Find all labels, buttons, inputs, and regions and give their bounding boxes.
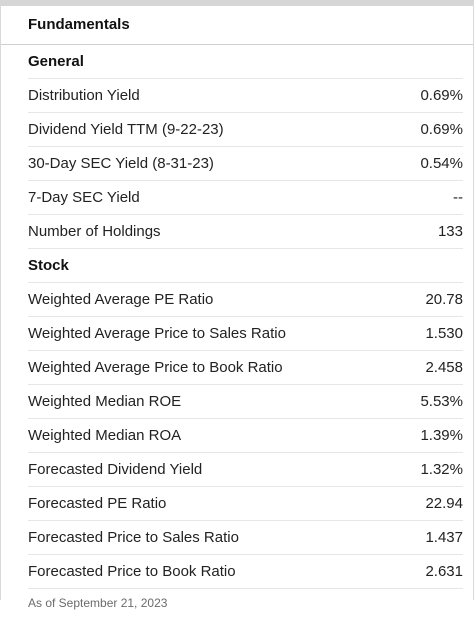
row-label: Dividend Yield TTM (9-22-23) [28,121,224,138]
row-label: Forecasted PE Ratio [28,495,167,512]
row-dividend-yield-ttm: Dividend Yield TTM (9-22-23) 0.69% [28,113,463,147]
row-number-of-holdings: Number of Holdings 133 [28,215,463,249]
stock-section: Stock Weighted Average PE Ratio 20.78 We… [1,249,473,589]
row-forecasted-dividend-yield: Forecasted Dividend Yield 1.32% [28,453,463,487]
row-value: 5.53% [420,393,463,410]
row-weighted-average-price-to-sales-ratio: Weighted Average Price to Sales Ratio 1.… [28,317,463,351]
row-label: Forecasted Price to Book Ratio [28,563,236,580]
row-label: Weighted Median ROE [28,393,182,410]
row-value: 20.78 [425,291,463,308]
row-label: Weighted Average Price to Book Ratio [28,359,283,376]
row-forecasted-price-to-book-ratio: Forecasted Price to Book Ratio 2.631 [28,555,463,589]
row-value: 1.32% [420,461,463,478]
panel-title: Fundamentals [1,6,473,45]
row-value: 2.631 [425,563,463,580]
row-label: 30-Day SEC Yield (8-31-23) [28,155,214,172]
row-30-day-sec-yield: 30-Day SEC Yield (8-31-23) 0.54% [28,147,463,181]
row-value: 0.54% [420,155,463,172]
row-value: 0.69% [420,87,463,104]
general-section: General Distribution Yield 0.69% Dividen… [1,45,473,249]
row-value: 1.39% [420,427,463,444]
row-weighted-average-pe-ratio: Weighted Average PE Ratio 20.78 [28,283,463,317]
row-label: Forecasted Dividend Yield [28,461,203,478]
row-label: Weighted Median ROA [28,427,182,444]
row-value: 133 [437,223,463,240]
section-header-stock: Stock [28,249,463,283]
row-7-day-sec-yield: 7-Day SEC Yield -- [28,181,463,215]
row-weighted-median-roe: Weighted Median ROE 5.53% [28,385,463,419]
section-header-general: General [28,45,463,79]
row-weighted-average-price-to-book-ratio: Weighted Average Price to Book Ratio 2.4… [28,351,463,385]
row-weighted-median-roa: Weighted Median ROA 1.39% [28,419,463,453]
row-label: Distribution Yield [28,87,140,104]
row-label: Forecasted Price to Sales Ratio [28,529,239,546]
row-label: 7-Day SEC Yield [28,189,140,206]
row-value: 2.458 [425,359,463,376]
row-value: 22.94 [425,495,463,512]
row-label: Number of Holdings [28,223,161,240]
row-forecasted-pe-ratio: Forecasted PE Ratio 22.94 [28,487,463,521]
row-forecasted-price-to-sales-ratio: Forecasted Price to Sales Ratio 1.437 [28,521,463,555]
row-label: Weighted Average PE Ratio [28,291,214,308]
as-of-date-note: As of September 21, 2023 [28,596,168,610]
row-value: 1.437 [425,529,463,546]
row-distribution-yield: Distribution Yield 0.69% [28,79,463,113]
row-value: 1.530 [425,325,463,342]
row-value: -- [453,189,463,206]
row-label: Weighted Average Price to Sales Ratio [28,325,286,342]
row-value: 0.69% [420,121,463,138]
